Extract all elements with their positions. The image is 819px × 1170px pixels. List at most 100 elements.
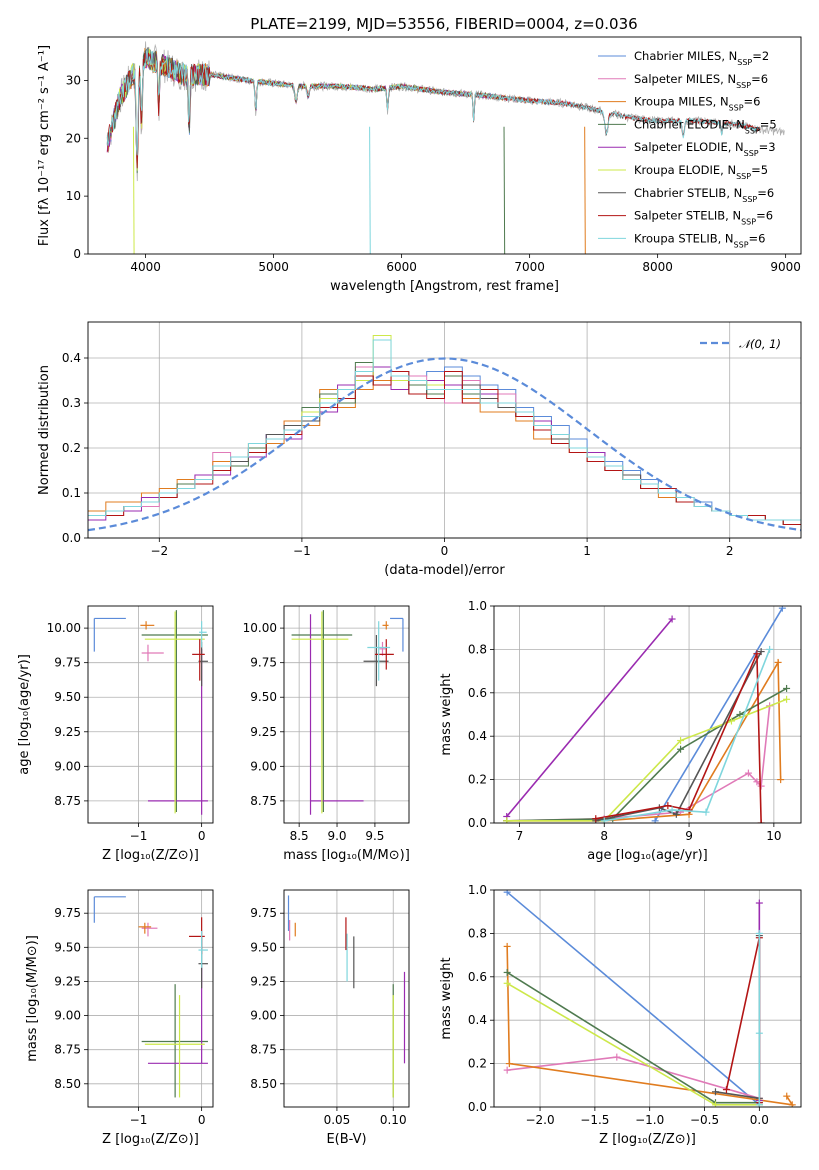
y-tick-label: 8.50 [250, 1077, 277, 1091]
y-tick-label: 9.50 [250, 940, 277, 954]
x-tick-label: 0 [198, 1113, 206, 1127]
y-tick-label: 8.75 [250, 794, 277, 808]
legend-label: 𝒩(0, 1) [739, 337, 781, 351]
x-tick-label: −1.0 [635, 1113, 664, 1127]
legend-label: Chabrier MILES, N [634, 49, 737, 63]
y-tick-label: 9.50 [54, 690, 81, 704]
x-tick-label: 10 [766, 829, 781, 843]
weight_vs_age-frame [493, 605, 802, 824]
x-tick-label: 8.5 [290, 829, 309, 843]
weight-line [595, 653, 762, 823]
legend-tail: =2 [752, 49, 769, 63]
y-tick-label: 8.75 [250, 1043, 277, 1057]
y-tick-label: 20 [66, 131, 81, 145]
weight_vs_Z-lines [503, 890, 796, 1107]
y-tick-label: 0.0 [62, 531, 81, 545]
legend-entry: Chabrier STELIB, NSSP=6 [634, 186, 774, 204]
mass_vs_ebv-errorbars [287, 895, 406, 1098]
residuals-legend: 𝒩(0, 1) [700, 337, 781, 351]
y-tick-label: 0.2 [468, 1057, 487, 1071]
y-tick-label: 9.00 [250, 1009, 277, 1023]
y-tick-label: 0.6 [468, 970, 487, 984]
weight-line [506, 971, 760, 1104]
y-tick-label: 1.0 [468, 599, 487, 613]
legend-sub: SSP [742, 194, 757, 203]
x-tick-label: 9000 [770, 260, 801, 274]
y-tick-label: 30 [66, 73, 81, 87]
errorbar-point [144, 995, 205, 1098]
errorbar-point [374, 639, 394, 670]
y-tick-label: 9.75 [54, 656, 81, 670]
y-tick-label: 9.00 [54, 1009, 81, 1023]
residuals-axes: −2 −1 0 1 2 0.0 0.1 0.2 0.3 0.4 [62, 322, 801, 558]
legend-label: Kroupa MILES, N [634, 95, 729, 109]
errorbar-point [140, 621, 155, 630]
x-tick-label: −1 [130, 1113, 148, 1127]
y-tick-label: 1.0 [468, 883, 487, 897]
age_vs_mass-errorbars [291, 610, 404, 815]
legend-label: Chabrier ELODIE, N [634, 117, 745, 131]
y-tick-label: 9.25 [54, 725, 81, 739]
weight_vs_age-lines [503, 606, 791, 823]
legend-sub: SSP [734, 240, 749, 249]
x-tick-label: 9 [685, 829, 693, 843]
legend-sub: SSP [745, 126, 760, 135]
gaussian-curve [88, 357, 801, 532]
legend-entry: Salpeter ELODIE, NSSP=3 [634, 140, 776, 158]
legend-entry: Kroupa MILES, NSSP=6 [634, 95, 760, 113]
errorbar-point [141, 644, 164, 662]
weight_vs_Z-frame [493, 889, 802, 1108]
weight_vs_Z-xlabel: Z [log₁₀(Z/Z⊙)] [599, 1132, 696, 1147]
legend-label: Kroupa ELODIE, N [634, 163, 736, 177]
errorbar-point [363, 635, 389, 687]
spectrum-frame [87, 36, 802, 255]
legend-tail: =5 [751, 163, 768, 177]
weight-line [654, 607, 784, 822]
y-tick-label: 9.25 [54, 974, 81, 988]
y-tick-label: 10.00 [243, 621, 277, 635]
legend-sub: SSP [744, 149, 759, 158]
errorbar-point [141, 922, 158, 937]
errorbar-point [382, 621, 389, 630]
mass_vs_ebv-frame [283, 889, 410, 1108]
legend-label: Salpeter ELODIE, N [634, 140, 744, 154]
y-tick-label: 8.75 [54, 794, 81, 808]
mass_vs_Z-frame [87, 889, 214, 1108]
legend-sub: SSP [741, 217, 756, 226]
weight-line [604, 649, 771, 822]
errorbar-point [141, 984, 208, 1098]
y-tick-label: 10.00 [47, 621, 81, 635]
weight-line [506, 705, 771, 822]
y-tick-label: 0.1 [62, 486, 81, 500]
errorbar-point [367, 621, 391, 681]
y-tick-label: 9.75 [54, 906, 81, 920]
legend-tail: =3 [759, 140, 776, 154]
x-tick-label: 0 [198, 829, 206, 843]
weight-line [506, 698, 787, 822]
residual-step [88, 339, 801, 521]
model-edge [369, 126, 371, 254]
errorbar-point [199, 621, 207, 648]
errorbar-point [93, 617, 126, 652]
age_vs_mass-axes: 8.5 9.0 9.5 8.75 9.00 9.25 9.50 9.75 10.00 [243, 606, 409, 843]
legend-sub: SSP [737, 58, 752, 67]
weight_vs_age-axes: 7 8 9 10 0.0 0.2 0.4 0.6 0.8 1.0 [468, 599, 801, 843]
y-tick-label: 0.4 [62, 351, 81, 365]
y-tick-label: 0.6 [468, 686, 487, 700]
y-tick-label: 0.8 [468, 926, 487, 940]
residuals-frame [87, 321, 802, 539]
errorbar-point [379, 641, 386, 656]
weight-line [506, 946, 794, 1106]
mass_vs_ebv-axes: 0.05 0.10 8.50 8.75 9.00 9.25 9.50 9.75 [250, 890, 409, 1127]
y-tick-label: 0.4 [468, 1013, 487, 1027]
mass_vs_Z-ylabel: mass [log₁₀(M/M⊙)] [25, 935, 40, 1062]
y-tick-label: 0.0 [468, 1100, 487, 1114]
spectrum-lines [106, 41, 785, 254]
y-tick-label: 0.8 [468, 642, 487, 656]
residual-histograms [88, 335, 801, 532]
x-tick-label: 1 [583, 544, 591, 558]
age_vs_Z-frame [87, 605, 214, 824]
x-tick-label: 9.0 [327, 829, 346, 843]
weight-line [506, 618, 673, 818]
legend-entry: Salpeter STELIB, NSSP=6 [634, 209, 773, 227]
